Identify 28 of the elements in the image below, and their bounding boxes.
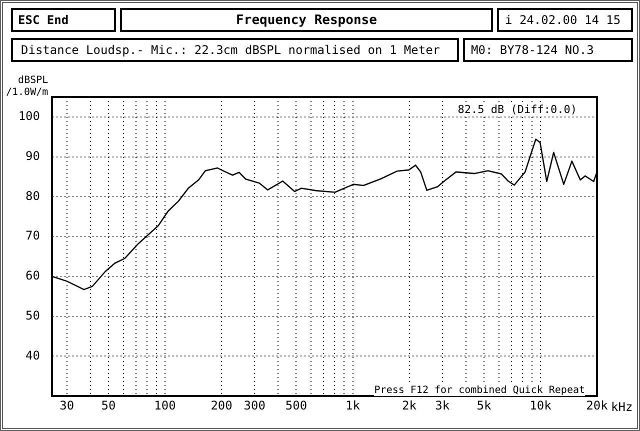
text: ESC End (11, 8, 116, 32)
x-tick-label: 1k (346, 398, 361, 412)
x-tick-label: 3k (435, 398, 450, 412)
annotation: 82.5 dB (Diff:0.0) (458, 103, 577, 116)
y-tick-label: 100 (18, 109, 40, 124)
x-tick-label: 200 (210, 398, 232, 412)
x-tick-label: 30 (60, 398, 74, 412)
text: M0: BY78-124 NO.3 (463, 38, 633, 62)
x-tick-label: 50 (101, 398, 116, 412)
y-tick-label: 80 (26, 188, 40, 203)
x-axis-title: kHz (611, 400, 633, 414)
x-tick-label: 500 (285, 398, 308, 412)
y-tick-label: 70 (26, 228, 40, 243)
chart-title: Frequency Response (120, 8, 493, 32)
annotation: Press F12 for combined Quick Repeat (374, 385, 585, 396)
x-tick-label: 10k (530, 398, 552, 412)
x-tick-label: 20k (586, 398, 609, 412)
y-tick-label: 50 (26, 308, 40, 322)
x-tick-label: 2k (402, 398, 418, 412)
x-tick-label: 300 (244, 398, 266, 412)
chart-subtitle: Distance Loudsp.- Mic.: 22.3cm dBSPL normalised on 1 Meter (11, 38, 459, 62)
x-tick-label: 100 (154, 398, 176, 412)
text: i 24.02.00 14 15 (497, 8, 633, 32)
y-tick-label: 40 (26, 348, 40, 362)
y-axis-title: dBSPL /1.0W/m (6, 75, 48, 99)
x-tick-label: 5k (476, 398, 492, 412)
y-tick-label: 90 (26, 148, 40, 163)
y-tick-label: 60 (26, 268, 40, 283)
